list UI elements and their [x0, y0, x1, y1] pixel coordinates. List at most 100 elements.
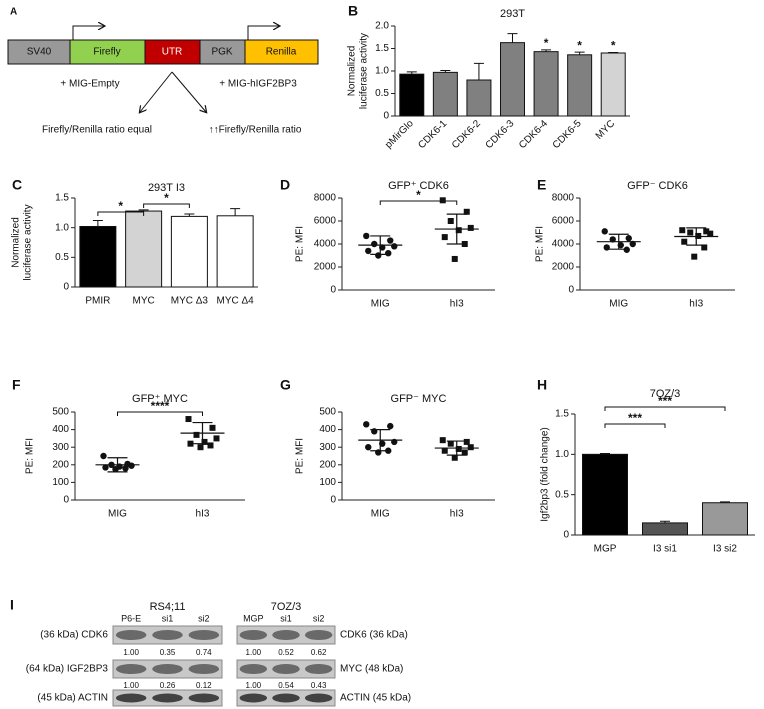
significance-bracket — [143, 203, 190, 208]
x-tick-label: MIG — [371, 509, 390, 520]
bar — [432, 71, 458, 117]
significance-label: * — [544, 36, 549, 50]
y-tick-label: 0 — [383, 111, 389, 122]
element-label: SV40 — [27, 47, 52, 58]
significance-label: * — [164, 191, 169, 205]
quantification: 0.54 — [278, 681, 294, 690]
y-tick-label: 200 — [319, 459, 336, 470]
significance-label: **** — [151, 399, 170, 413]
data-point — [681, 238, 688, 245]
y-axis-label: Normalized — [347, 46, 358, 97]
chart-panel: F GFP⁺ MYC PE: MFI 0 100 200 300 400 500 MIG hI3 **… — [12, 377, 245, 520]
panel-letter: D — [280, 177, 290, 193]
promoter-arrow — [72, 26, 104, 40]
quantification: 0.52 — [278, 648, 294, 657]
quantification: 0.43 — [311, 681, 327, 690]
outcome-arrow — [171, 71, 206, 112]
western-blot: I RS4;11 P6-E si1 si2 (36 kDa) CDK6 1.00 0.35 0.… — [10, 597, 411, 707]
error-bar — [184, 213, 195, 217]
x-tick-label: hI3 — [196, 509, 210, 520]
quantification: 1.00 — [123, 648, 139, 657]
y-tick-label: 8000 — [552, 193, 575, 204]
bar — [125, 210, 163, 288]
chart-title: GFP⁺ CDK6 — [388, 180, 449, 192]
error-bar — [230, 208, 241, 216]
lane-label: si2 — [313, 613, 325, 623]
data-point — [391, 243, 398, 250]
element-label: PGK — [211, 47, 232, 58]
data-point — [122, 465, 129, 472]
significance-label: * — [118, 199, 123, 213]
sd-bar — [446, 213, 467, 245]
data-point — [629, 240, 636, 248]
x-tick-label: MIG — [108, 509, 127, 520]
bar — [582, 453, 628, 536]
data-point — [387, 237, 394, 244]
bar — [702, 502, 748, 536]
chart-title: 293T — [500, 8, 525, 20]
y-tick-label: 6000 — [314, 216, 337, 227]
y-tick-label: 1.0 — [375, 66, 389, 77]
blot-band — [304, 693, 333, 703]
blot-band — [188, 629, 220, 641]
quantification: 0.12 — [196, 681, 212, 690]
sd-bar — [446, 440, 467, 456]
error-bar — [720, 501, 730, 503]
y-axis-label: luciferase activity — [359, 33, 370, 109]
significance-label: *** — [658, 394, 672, 408]
y-tick-label: 0.5 — [555, 489, 569, 500]
blot-band — [304, 663, 333, 675]
lane-label: si1 — [280, 613, 292, 623]
panel-letter: E — [537, 177, 546, 193]
row-label: ACTIN (45 kDa) — [340, 693, 411, 704]
data-point — [365, 444, 372, 451]
lane-label: si2 — [198, 613, 210, 623]
outcome-label: ↑↑Firefly/Renilla ratio — [209, 125, 302, 136]
x-tick-label: CDK6-5 — [551, 118, 584, 151]
data-point — [467, 224, 474, 231]
data-point — [365, 247, 372, 255]
y-tick-label: 2.0 — [375, 21, 389, 32]
panel-letter: B — [348, 3, 358, 19]
data-point — [467, 444, 474, 451]
y-axis-label: Normalized — [11, 217, 22, 268]
data-point — [679, 227, 686, 234]
panel-letter: I — [10, 597, 14, 613]
element-label: Firefly — [93, 47, 120, 58]
quantification: 0.26 — [160, 681, 176, 690]
y-axis-label: PE: MFI — [25, 438, 36, 474]
row-label: (64 kDa) IGF2BP3 — [26, 664, 109, 675]
bar — [500, 42, 525, 117]
data-point — [609, 236, 616, 243]
quantification: 1.00 — [246, 648, 262, 657]
y-tick-label: 0.5 — [375, 88, 389, 99]
y-tick-label: 100 — [52, 477, 69, 488]
lane-label: si1 — [162, 613, 174, 623]
significance-bracket — [97, 211, 145, 216]
bar — [466, 79, 492, 117]
sd-bar — [370, 429, 391, 452]
data-point — [455, 227, 462, 234]
data-point — [102, 464, 109, 471]
data-point — [451, 454, 458, 461]
data-point — [439, 197, 446, 204]
y-tick-label: 100 — [319, 477, 336, 488]
y-tick-label: 4000 — [552, 239, 575, 250]
significance-bracket — [604, 406, 726, 411]
y-axis-label: PE: MFI — [295, 226, 306, 262]
x-tick-label: MIG — [371, 299, 390, 310]
chart-panel: E GFP⁻ CDK6 PE: MFI 0 2000 4000 6000 8000 MIG hI3 — [535, 177, 735, 310]
data-point — [691, 253, 698, 260]
quantification: 0.35 — [160, 648, 176, 657]
data-point — [687, 229, 694, 236]
group-label: 7OZ/3 — [271, 601, 302, 613]
x-tick-label: CDK6-4 — [517, 118, 550, 151]
chart-panel: C 293T I3 Normalized luciferase activity 0 0.… — [11, 177, 258, 307]
chart-title: GFP⁻ CDK6 — [627, 180, 688, 192]
x-tick-label: MYC — [133, 296, 155, 307]
error-bar — [138, 209, 149, 212]
row-label: MYC (48 kDa) — [340, 664, 403, 675]
chart-panel: H 7OZ/3 Igf2bp3 (fold change) 0 0.5 1.0 1.5 MGP… — [537, 377, 755, 555]
